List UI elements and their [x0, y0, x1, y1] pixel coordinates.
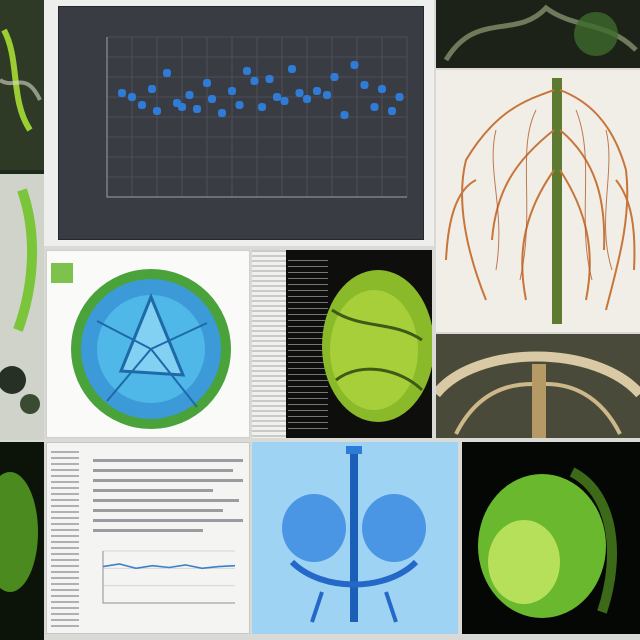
scatter-point	[118, 89, 126, 97]
scatter-point	[138, 101, 146, 109]
blue-vessels-panel	[252, 442, 458, 634]
scatter-point	[153, 107, 161, 115]
scatter-point	[323, 91, 331, 99]
scatter-point	[360, 81, 369, 89]
line-chart	[102, 550, 236, 604]
scatter-point	[303, 95, 311, 103]
document-panel	[46, 442, 250, 634]
green-organ-panel	[252, 250, 432, 438]
scatter-point	[193, 105, 201, 113]
scatter-point	[313, 87, 321, 95]
scatter-point	[258, 103, 266, 111]
blue-sphere-panel	[46, 250, 250, 438]
ribcage-icon	[436, 351, 640, 438]
scatter-chart	[106, 36, 408, 198]
nerve-anatomy-panel	[436, 70, 640, 332]
scatter-point	[218, 109, 226, 117]
scatter-point	[178, 103, 186, 111]
green-head-panel	[462, 442, 640, 634]
scatter-point	[280, 97, 289, 105]
scatter-point	[340, 111, 349, 119]
left-green-bottom	[0, 442, 44, 640]
scatter-point	[148, 85, 156, 93]
cell-sphere-icon	[51, 263, 231, 429]
scatter-point	[243, 67, 251, 75]
scatter-panel	[44, 0, 434, 246]
vessel-tree-icon	[445, 78, 636, 324]
dark-render-top	[436, 0, 640, 68]
line-series	[102, 563, 236, 570]
scatter-point	[128, 93, 136, 101]
scatter-point	[378, 85, 386, 93]
scatter-point	[265, 75, 274, 83]
head-model-icon	[478, 467, 617, 618]
scatter-point	[235, 101, 244, 109]
scatter-point	[185, 91, 194, 99]
scatter-point	[295, 89, 304, 97]
scatter-point	[330, 73, 339, 81]
scatter-point	[228, 87, 236, 95]
scatter-point	[388, 107, 396, 115]
left-strip-top	[0, 0, 44, 440]
vascular-icon	[282, 446, 426, 623]
ribcage-panel	[436, 334, 640, 438]
scatter-point	[288, 65, 296, 73]
scatter-point	[370, 103, 379, 111]
scatter-point	[250, 77, 259, 85]
scatter-point	[395, 93, 404, 101]
scatter-point	[208, 95, 216, 103]
doc-text-column	[51, 451, 79, 627]
scatter-point	[350, 61, 359, 69]
scatter-axes	[106, 37, 407, 198]
scatter-point	[273, 93, 281, 101]
scatter-point	[163, 69, 171, 77]
scatter-point	[203, 79, 211, 87]
organic-render-icon	[0, 0, 44, 440]
line-axes	[102, 551, 235, 604]
scatter-frame	[58, 6, 424, 240]
